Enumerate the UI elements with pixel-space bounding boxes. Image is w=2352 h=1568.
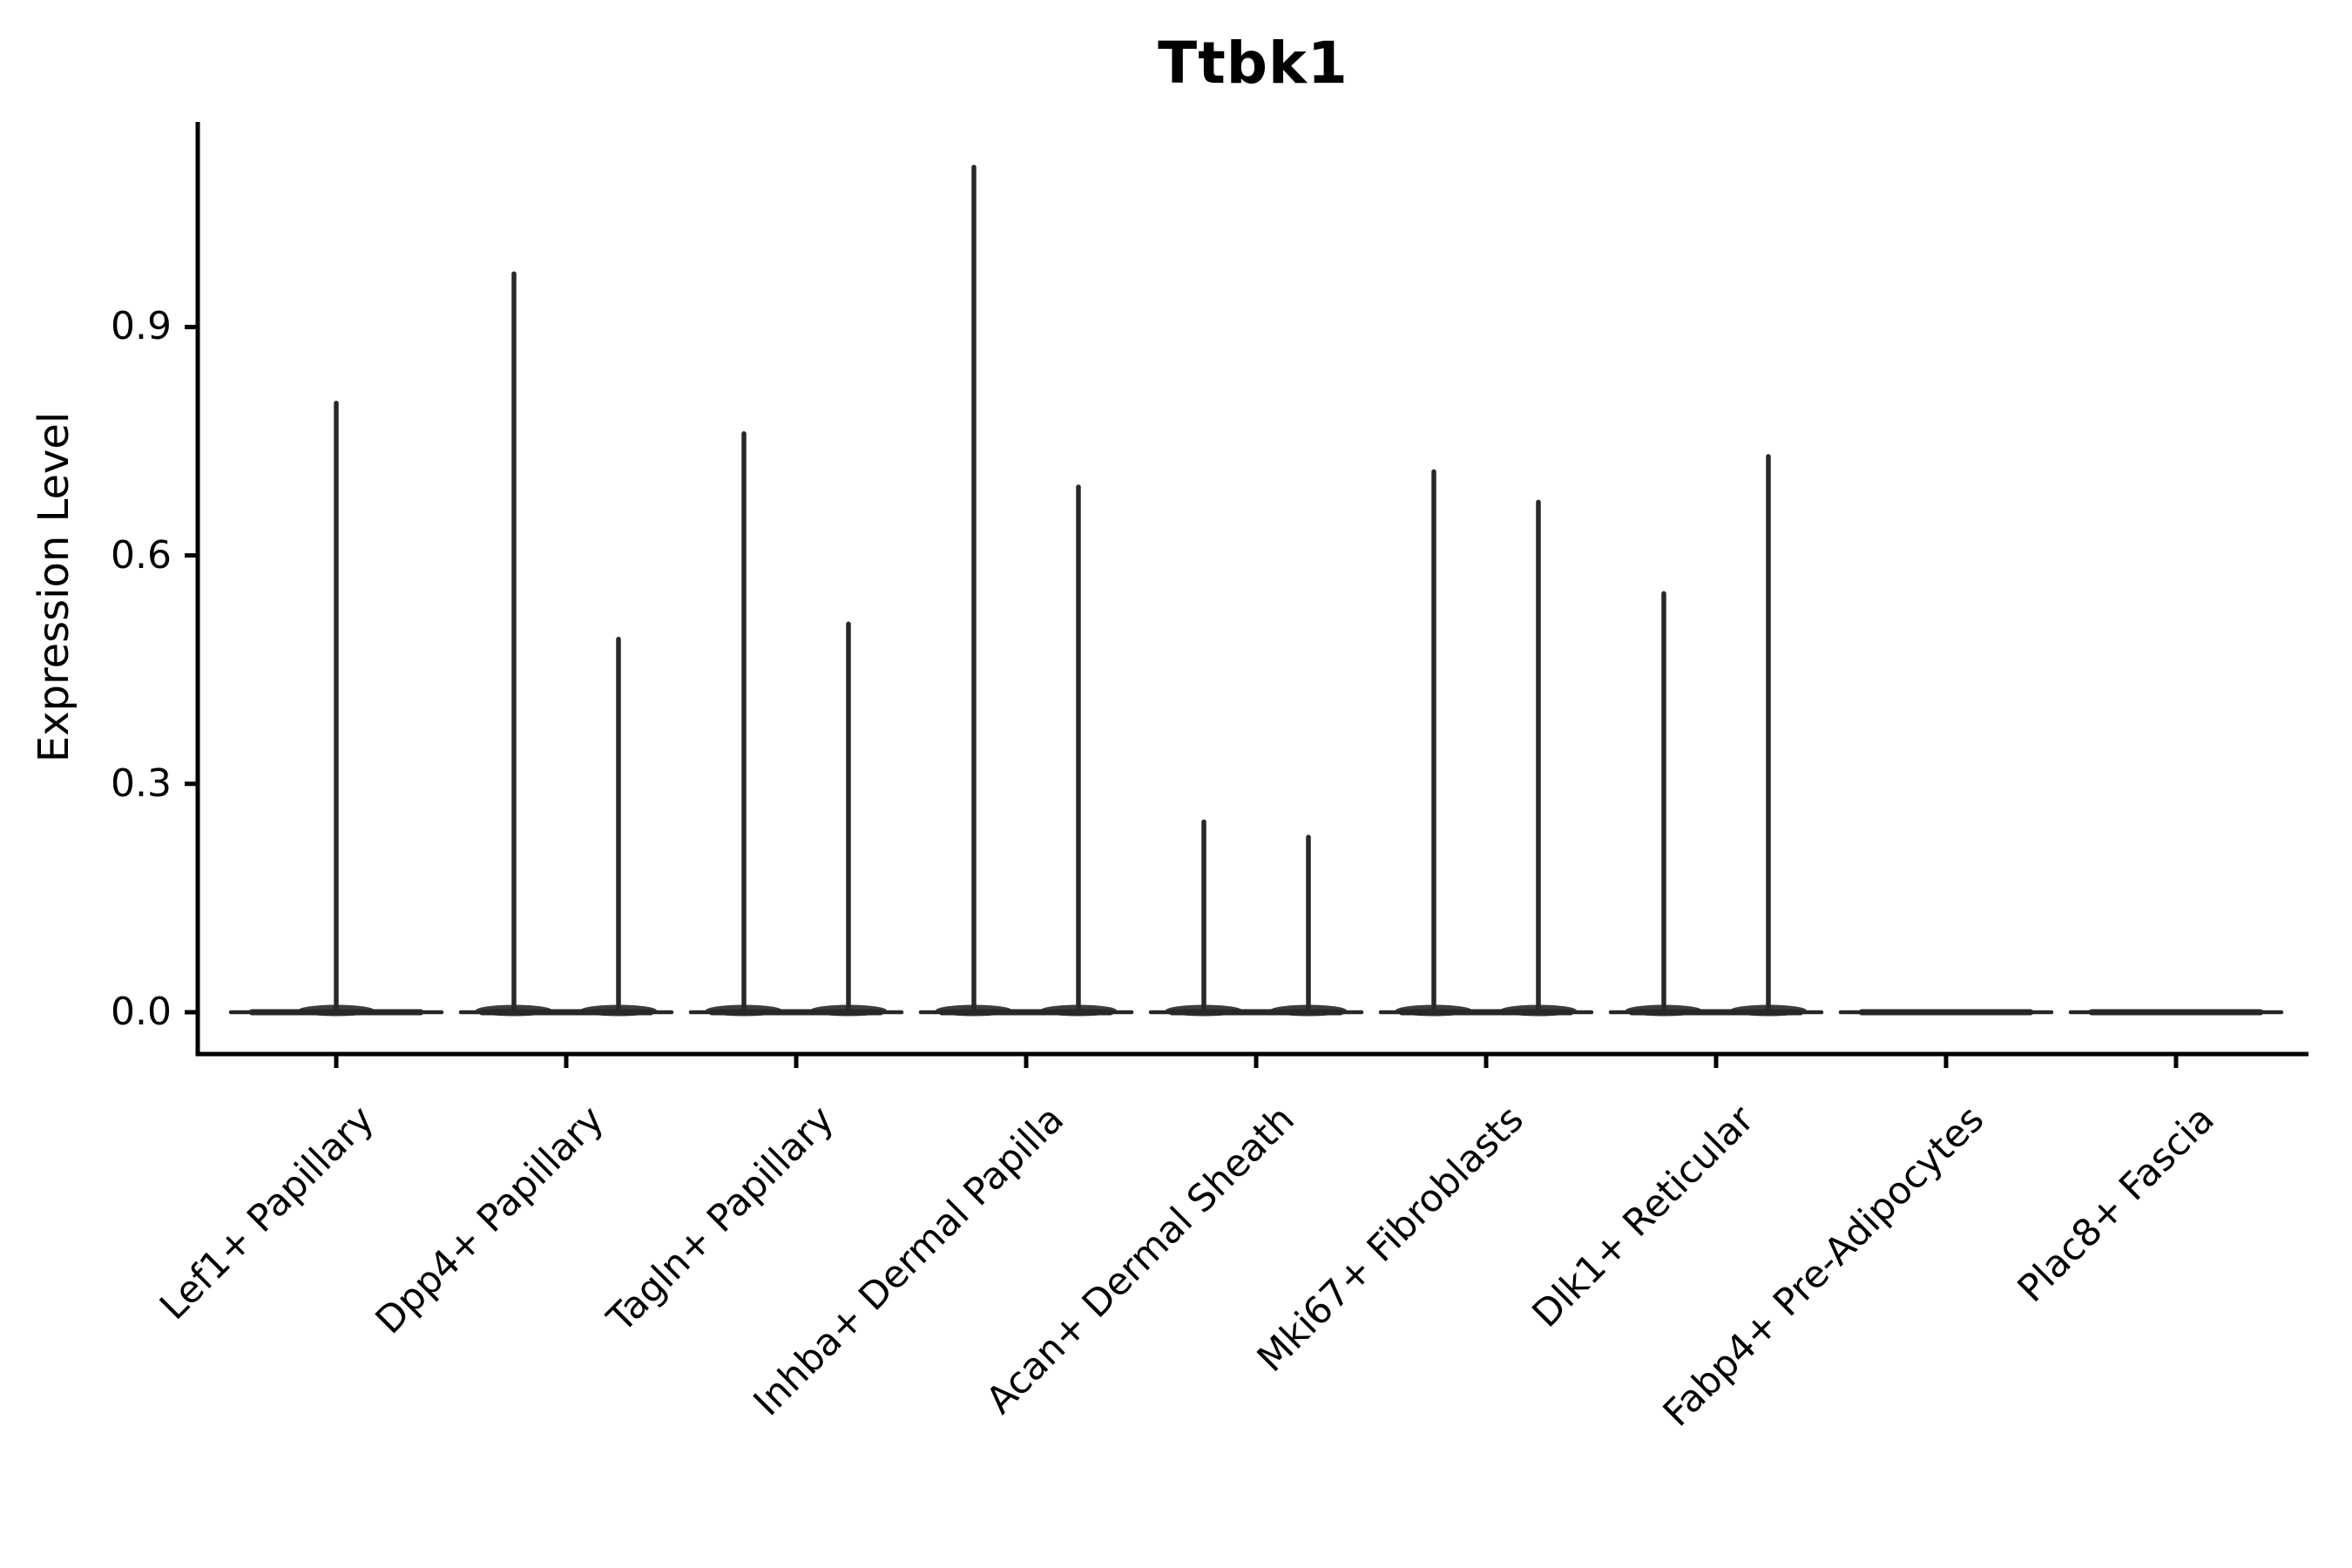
y-tick-label: 0.6 bbox=[111, 532, 172, 578]
y-tick-label: 0.9 bbox=[111, 304, 172, 349]
y-tick-label: 0.0 bbox=[111, 990, 172, 1034]
y-tick-label: 0.3 bbox=[111, 760, 172, 806]
tick-marks bbox=[185, 324, 2179, 1068]
violin-group bbox=[228, 165, 2284, 1017]
figure-title: Ttbk1 bbox=[1158, 30, 1348, 97]
